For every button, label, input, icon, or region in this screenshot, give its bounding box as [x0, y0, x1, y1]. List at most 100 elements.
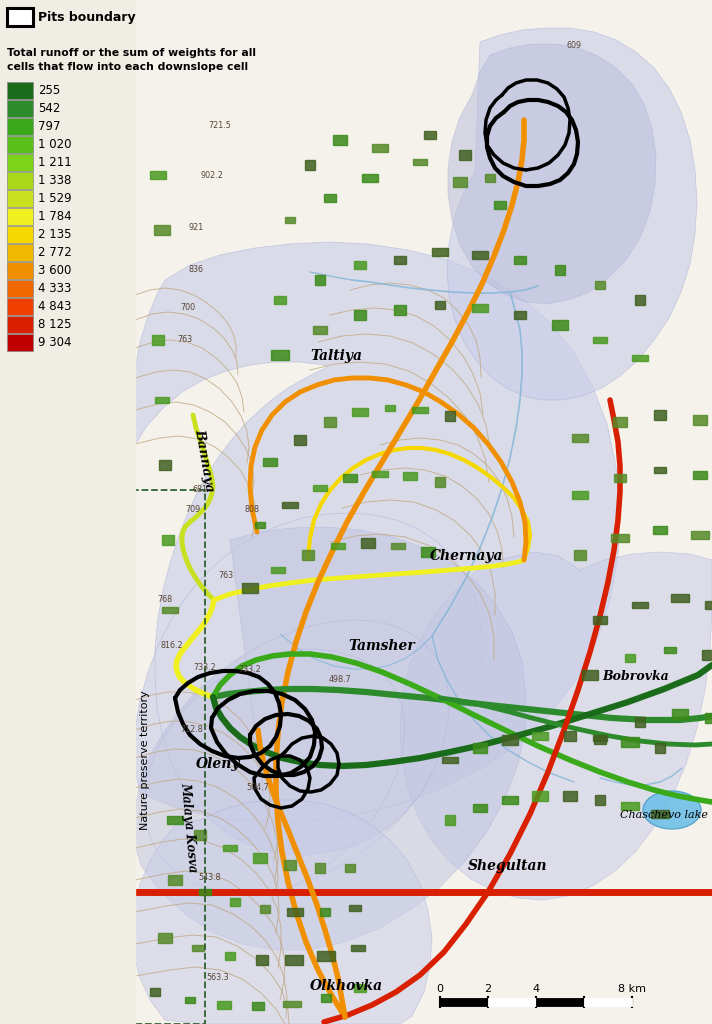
Bar: [253, 853, 268, 863]
Text: 721.5: 721.5: [209, 121, 231, 129]
Bar: [693, 471, 707, 479]
Bar: [612, 535, 629, 542]
Bar: [536, 998, 584, 1006]
Bar: [155, 396, 169, 403]
Bar: [441, 757, 459, 763]
Bar: [313, 484, 327, 492]
Bar: [7, 82, 33, 99]
Bar: [167, 816, 183, 824]
Bar: [553, 319, 567, 331]
Text: 816.2: 816.2: [161, 640, 183, 649]
Bar: [283, 1000, 301, 1008]
Bar: [242, 583, 258, 593]
Bar: [613, 418, 627, 427]
Text: 8 125: 8 125: [38, 318, 71, 331]
Bar: [287, 907, 303, 916]
Bar: [595, 795, 605, 805]
Bar: [431, 249, 449, 256]
Bar: [351, 945, 365, 951]
Bar: [7, 334, 33, 351]
Text: 3 600: 3 600: [38, 264, 71, 278]
Text: 681: 681: [192, 485, 207, 495]
Bar: [593, 616, 607, 624]
Bar: [532, 732, 548, 740]
Bar: [333, 135, 347, 145]
Text: 498.7: 498.7: [329, 676, 352, 684]
Bar: [473, 804, 487, 812]
Bar: [271, 349, 288, 360]
Text: 709: 709: [185, 506, 201, 514]
Text: 255: 255: [38, 84, 61, 97]
Bar: [168, 874, 182, 885]
Bar: [199, 889, 211, 895]
Bar: [216, 1001, 231, 1009]
Bar: [7, 298, 33, 315]
Text: Olkhovka: Olkhovka: [310, 979, 383, 993]
Bar: [7, 280, 33, 297]
Bar: [283, 502, 298, 508]
Text: Chernaya: Chernaya: [430, 549, 503, 563]
Bar: [285, 217, 295, 223]
Bar: [271, 567, 286, 573]
Text: 2 772: 2 772: [38, 246, 72, 259]
Bar: [7, 208, 33, 225]
Bar: [320, 908, 330, 916]
Polygon shape: [400, 552, 712, 900]
Text: 0: 0: [436, 984, 444, 994]
Bar: [184, 996, 196, 1004]
Bar: [7, 190, 33, 207]
Bar: [361, 539, 375, 548]
Bar: [563, 792, 577, 801]
Text: 4 333: 4 333: [38, 282, 71, 295]
Bar: [7, 316, 33, 333]
Bar: [394, 256, 406, 264]
Bar: [632, 601, 648, 608]
Text: Shegultan: Shegultan: [468, 859, 548, 873]
Bar: [150, 171, 166, 179]
Bar: [263, 458, 277, 466]
Bar: [444, 412, 456, 421]
Bar: [655, 742, 665, 753]
Bar: [413, 159, 427, 165]
Bar: [691, 531, 709, 539]
Text: 504.7: 504.7: [246, 783, 269, 793]
Bar: [315, 274, 325, 285]
Bar: [324, 417, 335, 427]
Bar: [194, 830, 206, 840]
Text: cells that flow into each downslope cell: cells that flow into each downslope cell: [7, 62, 248, 72]
Bar: [635, 717, 645, 727]
Bar: [321, 993, 331, 1002]
Text: 4 843: 4 843: [38, 300, 71, 313]
Bar: [0, 0, 135, 1024]
Bar: [422, 547, 435, 557]
Text: 712.8: 712.8: [181, 725, 204, 734]
Bar: [7, 244, 33, 261]
Bar: [150, 987, 160, 996]
Bar: [622, 737, 639, 748]
Bar: [654, 526, 666, 534]
Bar: [283, 859, 296, 870]
Bar: [446, 815, 454, 824]
Bar: [324, 194, 336, 202]
Text: 733.2: 733.2: [194, 664, 216, 673]
Text: 1 211: 1 211: [38, 156, 72, 169]
Bar: [593, 735, 607, 741]
Bar: [349, 905, 362, 911]
Bar: [252, 1002, 263, 1010]
Text: Taltiya: Taltiya: [310, 349, 362, 362]
Text: 1 529: 1 529: [38, 193, 72, 205]
Bar: [572, 490, 588, 500]
Bar: [572, 434, 588, 442]
Ellipse shape: [643, 791, 701, 829]
Bar: [352, 409, 368, 416]
Text: 1 338: 1 338: [38, 174, 71, 187]
Bar: [440, 998, 488, 1006]
Bar: [7, 136, 33, 153]
Bar: [434, 301, 446, 309]
Bar: [473, 251, 488, 259]
Bar: [672, 709, 688, 720]
Bar: [622, 802, 639, 810]
Text: 808: 808: [244, 506, 259, 514]
Bar: [702, 650, 712, 659]
Bar: [693, 415, 708, 425]
